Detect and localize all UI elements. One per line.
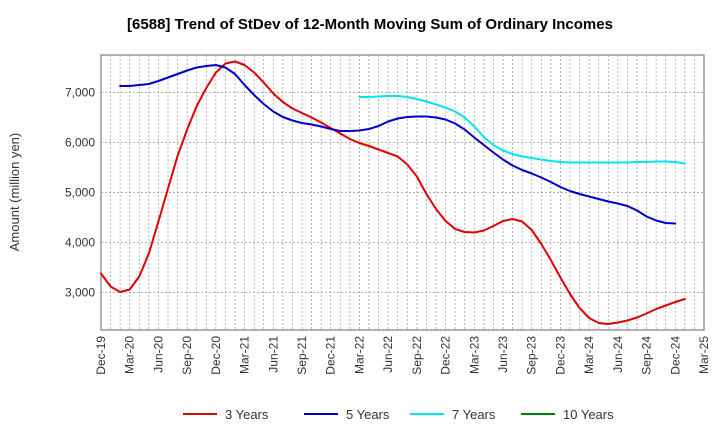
grid-layer bbox=[101, 55, 704, 330]
y-axis-label: Amount (million yen) bbox=[7, 133, 22, 252]
x-tick-label: Jun-24 bbox=[611, 336, 625, 373]
legend: 3 Years 5 Years 7 Years 10 Years bbox=[183, 407, 614, 422]
x-tick-label: Dec-22 bbox=[439, 336, 453, 375]
y-tick-label: 6,000 bbox=[65, 136, 95, 150]
x-tick-label: Sep-21 bbox=[295, 336, 309, 375]
legend-label-7-years: 7 Years bbox=[452, 407, 496, 422]
x-tick-label: Sep-23 bbox=[525, 336, 539, 375]
y-tick-label: 3,000 bbox=[65, 286, 95, 300]
x-tick-label: Mar-25 bbox=[697, 336, 711, 374]
y-tick-label: 7,000 bbox=[65, 86, 95, 100]
y-axis-ticks: 3,000 4,000 5,000 6,000 7,000 bbox=[65, 86, 95, 300]
series-line-5-years bbox=[119, 64, 677, 225]
x-tick-label: Sep-20 bbox=[180, 336, 194, 375]
x-tick-label: Mar-23 bbox=[467, 336, 481, 374]
x-tick-label: Dec-24 bbox=[668, 336, 682, 375]
x-tick-label: Dec-23 bbox=[553, 336, 567, 375]
x-axis-ticks: Dec-19 Mar-20 Jun-20 Sep-20 Dec-20 Mar-21 Jun-… bbox=[94, 336, 711, 375]
x-tick-label: Dec-21 bbox=[324, 336, 338, 375]
plot-area bbox=[100, 54, 705, 331]
x-tick-label: Jun-20 bbox=[151, 336, 165, 373]
x-tick-label: Sep-24 bbox=[640, 336, 654, 375]
x-tick-label: Mar-22 bbox=[352, 336, 366, 374]
series-layer bbox=[100, 60, 686, 325]
legend-label-5-years: 5 Years bbox=[346, 407, 390, 422]
x-tick-label: Mar-21 bbox=[238, 336, 252, 374]
x-tick-label: Jun-21 bbox=[266, 336, 280, 373]
x-tick-label: Mar-20 bbox=[123, 336, 137, 374]
y-tick-label: 4,000 bbox=[65, 236, 95, 250]
legend-label-10-years: 10 Years bbox=[563, 407, 614, 422]
legend-label-3-years: 3 Years bbox=[225, 407, 269, 422]
x-tick-label: Mar-24 bbox=[582, 336, 596, 374]
x-tick-label: Jun-22 bbox=[381, 336, 395, 373]
series-line-7-years bbox=[358, 95, 686, 165]
y-tick-label: 5,000 bbox=[65, 186, 95, 200]
x-tick-label: Jun-23 bbox=[496, 336, 510, 373]
x-tick-label: Dec-20 bbox=[209, 336, 223, 375]
series-line-3-years bbox=[100, 60, 686, 325]
chart-title: [6588] Trend of StDev of 12-Month Moving… bbox=[127, 16, 613, 33]
x-tick-label: Dec-19 bbox=[94, 336, 108, 375]
x-tick-label: Sep-22 bbox=[410, 336, 424, 375]
